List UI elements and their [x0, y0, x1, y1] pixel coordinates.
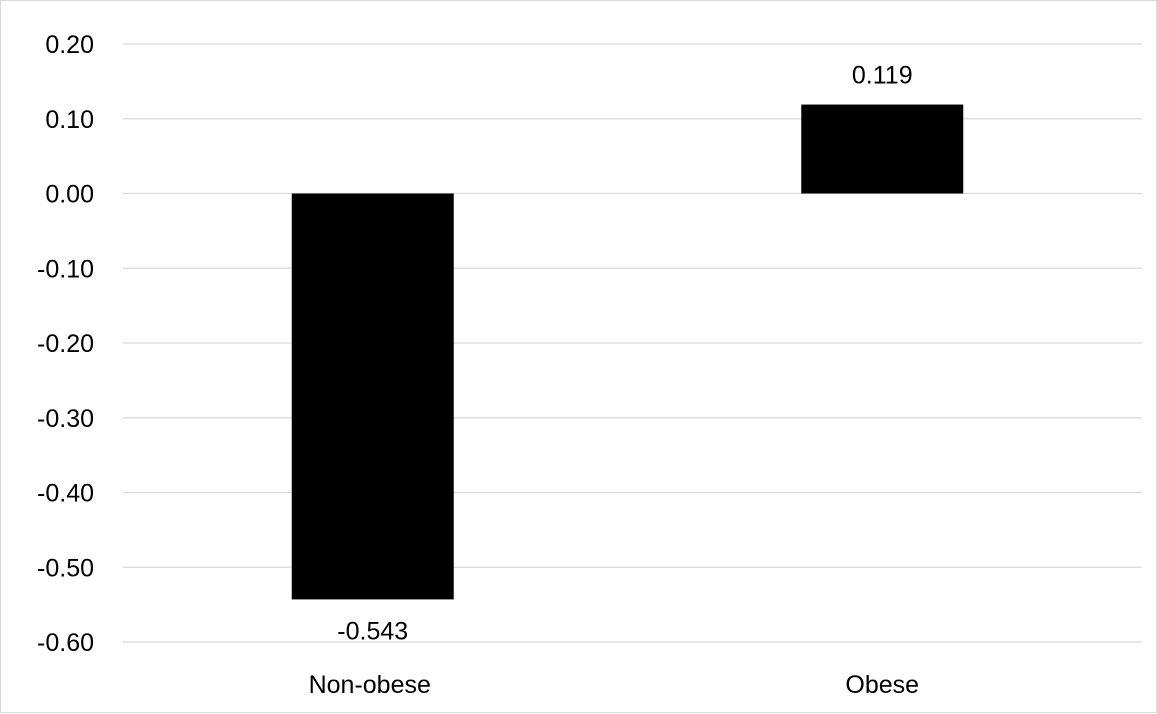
- bar-non-obese: [291, 193, 454, 600]
- y-tick-label: 0.10: [45, 106, 94, 134]
- y-tick-label: -0.50: [37, 554, 94, 582]
- data-label: 0.119: [852, 62, 913, 90]
- bars: [291, 104, 964, 600]
- gridlines: [123, 43, 1142, 643]
- y-tick-label: 0.00: [45, 181, 94, 209]
- y-tick-label: -0.40: [37, 480, 94, 508]
- x-tick-label: Obese: [845, 671, 919, 699]
- data-labels: -0.543 0.119: [337, 62, 912, 646]
- y-tick-label: -0.10: [37, 255, 94, 283]
- x-axis-tick-labels: Non-obese Obese: [309, 671, 919, 699]
- y-tick-label: -0.20: [37, 330, 94, 358]
- bar-obese: [801, 104, 964, 194]
- y-tick-label: 0.20: [45, 31, 94, 59]
- y-tick-label: -0.30: [37, 405, 94, 433]
- x-tick-label: Non-obese: [309, 671, 431, 699]
- y-axis-tick-labels: 0.20 0.10 0.00 -0.10 -0.20 -0.30 -0.40 -0.50 -0.…: [37, 31, 94, 657]
- y-tick-label: -0.60: [37, 629, 94, 657]
- data-label: -0.543: [337, 617, 408, 645]
